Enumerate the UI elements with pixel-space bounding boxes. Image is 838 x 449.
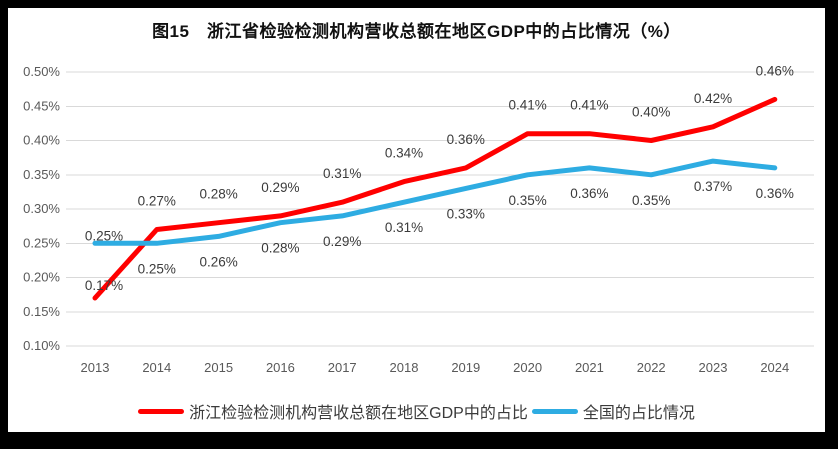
x-tick-label: 2023 [699, 360, 728, 375]
data-label: 0.26% [199, 254, 237, 269]
x-tick-label: 2021 [575, 360, 604, 375]
legend-label-national: 全国的占比情况 [582, 405, 695, 422]
data-label: 0.25% [138, 261, 176, 276]
data-label: 0.36% [756, 186, 794, 201]
data-label: 0.33% [447, 206, 485, 221]
x-tick-label: 2024 [760, 360, 789, 375]
plot-area: 0.50% 0.45% 0.40% 0.35% 0.30% 0.25% 0.20% 0.15%… [23, 63, 814, 375]
legend-item-zhejiang[interactable]: 浙江检验检测机构营收总额在地区GDP中的占比 [138, 399, 528, 423]
legend-swatch-national-line [531, 408, 578, 414]
data-label: 0.28% [199, 187, 237, 202]
series-line-0 [92, 96, 778, 301]
data-label: 0.36% [447, 132, 485, 147]
data-label: 0.29% [261, 180, 299, 195]
data-label: 0.17% [85, 278, 123, 293]
data-label: 0.28% [261, 241, 299, 256]
data-label: 0.35% [632, 193, 670, 208]
y-tick-label: 0.10% [23, 338, 60, 353]
data-label: 0.31% [323, 166, 361, 181]
y-tick-label: 0.30% [23, 201, 60, 216]
data-label: 0.36% [570, 186, 608, 201]
legend-label-zhejiang: 浙江检验检测机构营收总额在地区GDP中的占比 [189, 405, 528, 422]
y-tick-label: 0.15% [23, 304, 60, 319]
x-tick-label: 2013 [81, 360, 110, 375]
x-tick-label: 2018 [390, 360, 419, 375]
y-tick-label: 0.45% [23, 98, 60, 113]
series-line-1 [92, 158, 778, 246]
x-tick-label: 2020 [513, 360, 542, 375]
legend: 浙江检验检测机构营收总额在地区GDP中的占比 全国的占比情况 [8, 399, 825, 423]
x-tick-label: 2015 [204, 360, 233, 375]
data-label: 0.31% [385, 220, 423, 235]
y-tick-label: 0.20% [23, 270, 60, 285]
chart-canvas: 图15 浙江省检验检测机构营收总额在地区GDP中的占比情况（%） 0.50% 0.… [8, 8, 825, 432]
y-tick-label: 0.50% [23, 64, 60, 79]
y-tick-label: 0.40% [23, 133, 60, 148]
x-tick-label: 2016 [266, 360, 295, 375]
data-label: 0.34% [385, 146, 423, 161]
chart-title: 图15 浙江省检验检测机构营收总额在地区GDP中的占比情况（%） [152, 22, 681, 41]
legend-item-national[interactable]: 全国的占比情况 [531, 399, 695, 423]
data-label: 0.25% [85, 228, 123, 243]
data-label: 0.42% [694, 91, 732, 106]
y-tick-label: 0.25% [23, 235, 60, 250]
legend-swatch-zhejiang-line [138, 408, 185, 414]
data-label: 0.27% [138, 194, 176, 209]
data-label: 0.37% [694, 179, 732, 194]
data-label: 0.41% [570, 98, 608, 113]
data-label: 0.46% [756, 63, 794, 78]
y-tick-label: 0.35% [23, 167, 60, 182]
x-tick-label: 2017 [328, 360, 357, 375]
data-label: 0.35% [508, 193, 546, 208]
x-tick-label: 2019 [451, 360, 480, 375]
data-label: 0.40% [632, 105, 670, 120]
data-label: 0.41% [508, 98, 546, 113]
x-tick-label: 2022 [637, 360, 666, 375]
data-label: 0.29% [323, 234, 361, 249]
x-tick-label: 2014 [142, 360, 171, 375]
